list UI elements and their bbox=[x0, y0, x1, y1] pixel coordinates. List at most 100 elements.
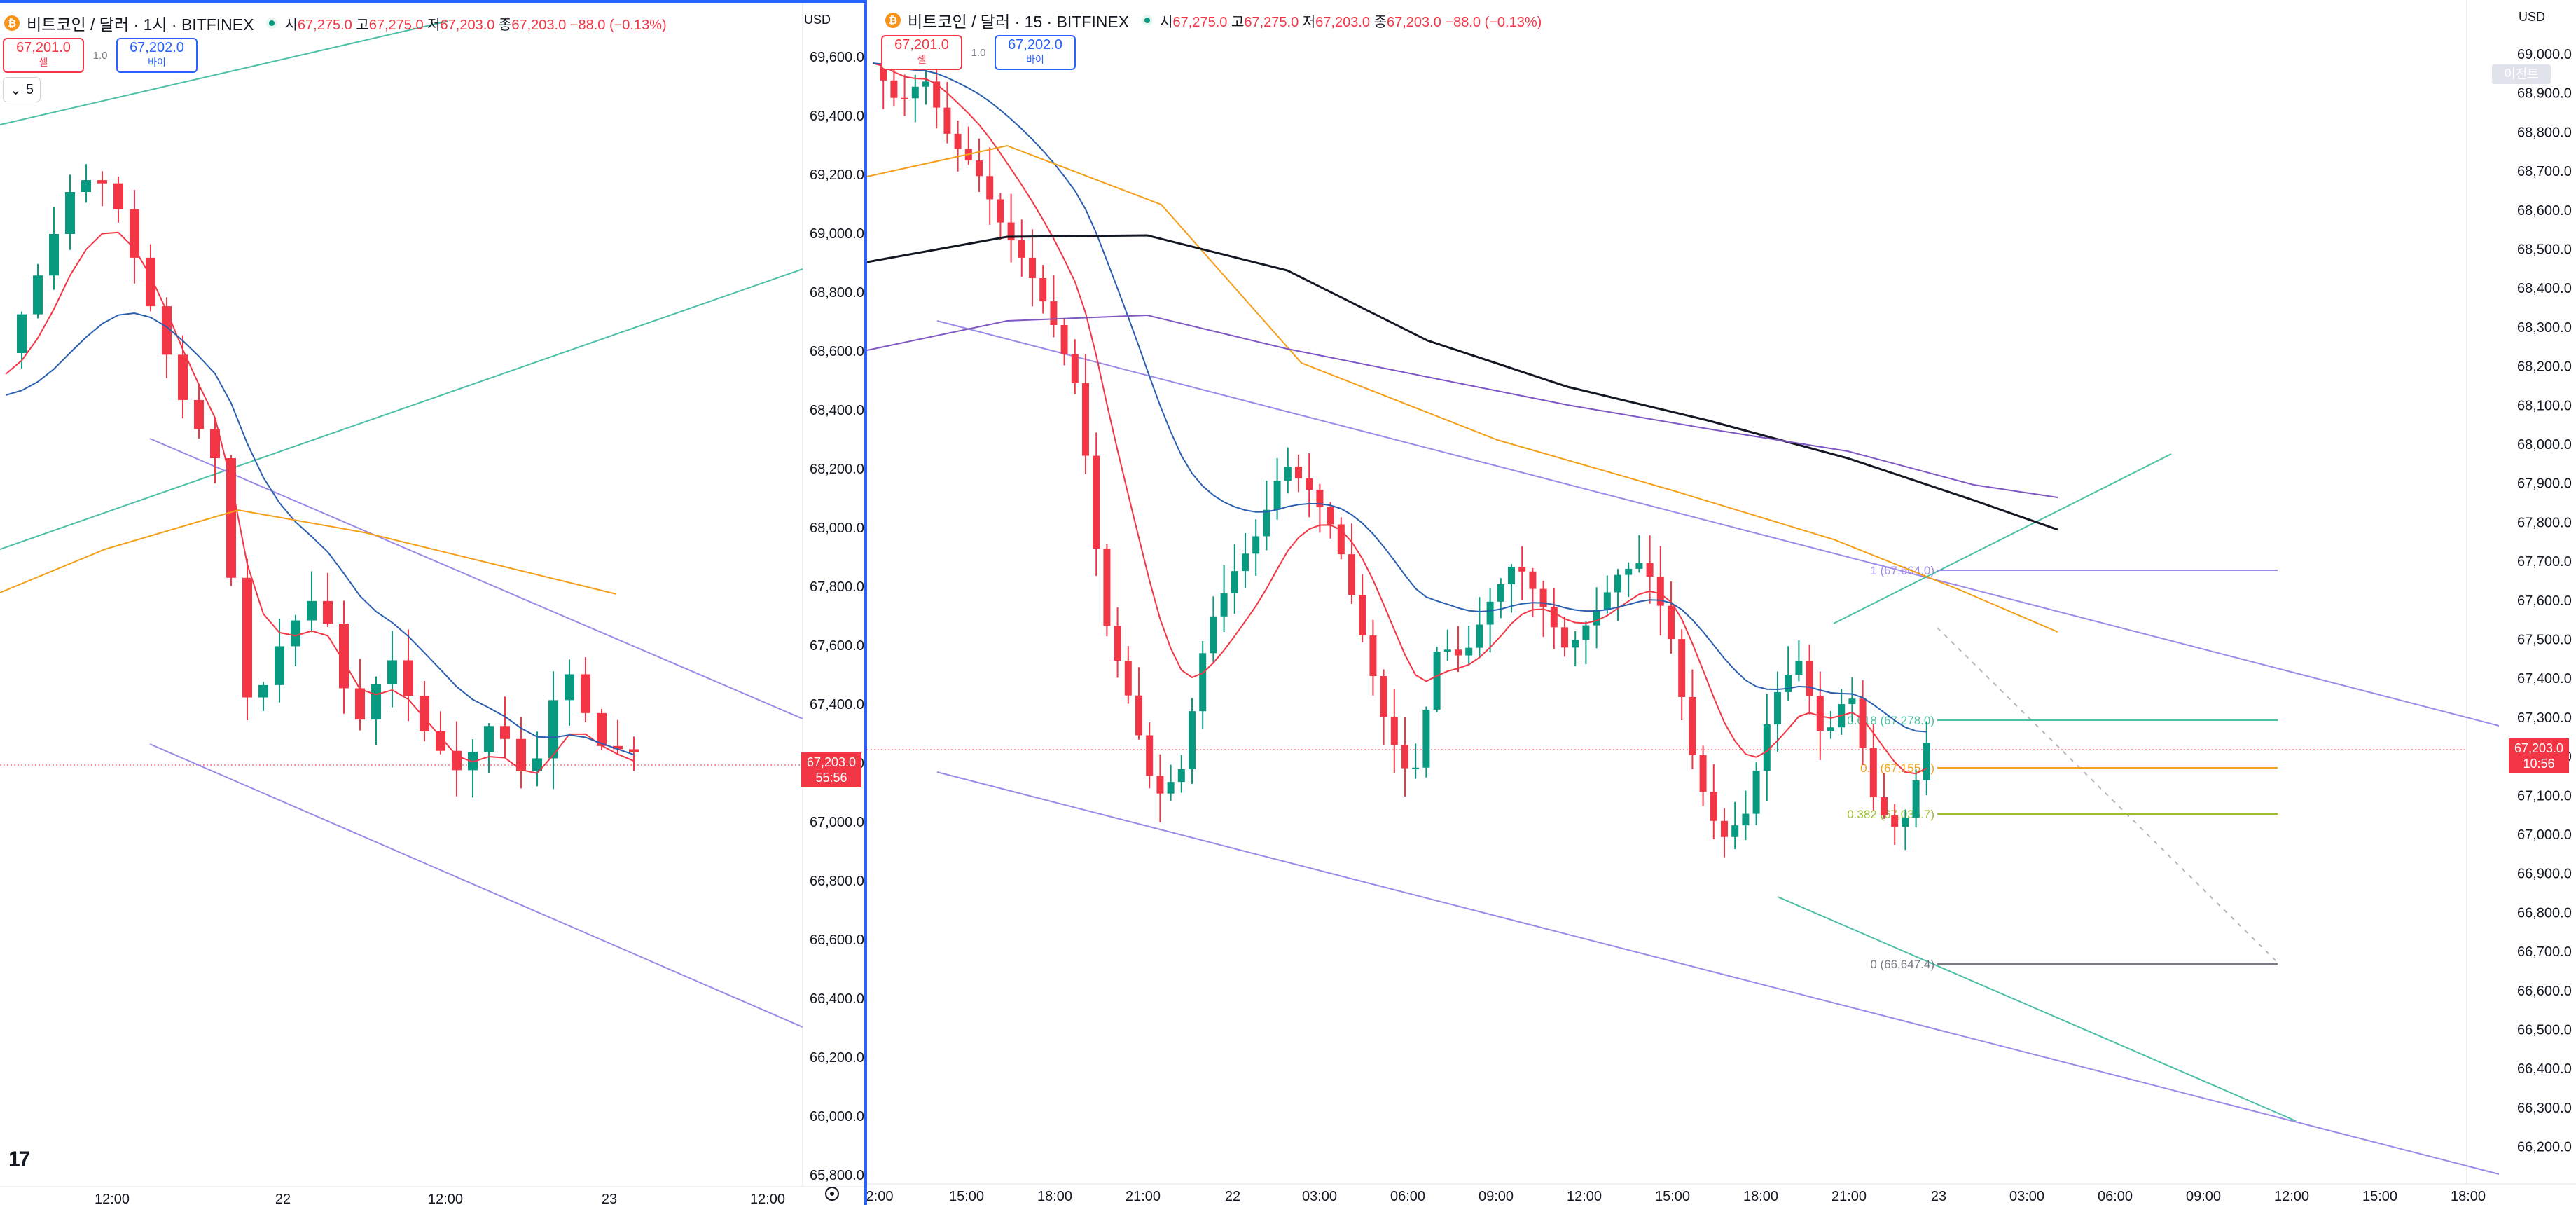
time-axis-label: 15:00 bbox=[2362, 1189, 2397, 1204]
candle-body bbox=[1273, 481, 1281, 510]
channel-line-lower bbox=[936, 771, 2500, 1175]
candle-body bbox=[97, 180, 107, 184]
sell-button[interactable]: 67,201.0 셀 bbox=[3, 38, 84, 73]
symbol-title[interactable]: 비트코인 / 달러 · 1시 · BITFINEX bbox=[27, 15, 254, 34]
candle-body bbox=[1443, 649, 1451, 652]
candle-body bbox=[1518, 567, 1526, 572]
candle-body bbox=[1827, 727, 1834, 731]
fib-level-label: 0.618 (67,278.0) bbox=[1847, 714, 1934, 727]
time-axis-label: 18:00 bbox=[2451, 1189, 2486, 1204]
time-axis-label: 12:00 bbox=[750, 1192, 785, 1205]
last-price-badge: 67,203.0 10:56 bbox=[2509, 738, 2569, 773]
candle-body bbox=[1635, 563, 1643, 569]
time-axis-label: 18:00 bbox=[1037, 1189, 1072, 1204]
candle-body bbox=[548, 700, 558, 759]
candle-body bbox=[1508, 567, 1515, 584]
buy-button[interactable]: 67,202.0 바이 bbox=[995, 35, 1076, 70]
candle-body bbox=[130, 209, 139, 258]
candle-body bbox=[1486, 601, 1494, 625]
price-axis-label: 66,600.0 bbox=[810, 932, 864, 948]
channel-line-upper bbox=[149, 438, 803, 719]
currency-button[interactable]: USD bbox=[2519, 10, 2546, 24]
candle-body bbox=[420, 696, 429, 731]
candle-body bbox=[65, 192, 75, 234]
candle-body bbox=[1401, 745, 1408, 769]
price-axis-label: 68,600.0 bbox=[810, 344, 864, 359]
price-axis-label: 66,500.0 bbox=[2517, 1023, 2572, 1038]
chart-pane-1h[interactable]: 69,600.0 69,400.0 69,200.0 69,000.0 68,800.0… bbox=[0, 0, 864, 1205]
candle-body bbox=[1412, 767, 1420, 769]
candle-body bbox=[1124, 661, 1132, 696]
trade-buttons: 67,201.0 셀 1.0 67,202.0 바이 bbox=[3, 38, 198, 73]
price-chart-15m[interactable]: 69,000.0 68,900.0 68,800.0 68,700.0 68,600.0… bbox=[867, 0, 2576, 1205]
price-axis-label: 69,000.0 bbox=[810, 226, 864, 242]
candle-body bbox=[597, 712, 607, 746]
fib-level-label: 0.382 (67,036.7) bbox=[1847, 808, 1934, 821]
time-axis-label: 03:00 bbox=[2009, 1189, 2044, 1204]
candle-body bbox=[1529, 571, 1537, 589]
candle-body bbox=[387, 660, 397, 684]
price-axis-label: 66,000.0 bbox=[810, 1109, 864, 1124]
candle-body bbox=[17, 314, 27, 353]
candle-body bbox=[1561, 627, 1568, 648]
candle-body bbox=[1306, 478, 1313, 490]
sell-button[interactable]: 67,201.0 셀 bbox=[881, 35, 962, 70]
pane-divider[interactable] bbox=[864, 0, 867, 1205]
time-axis-label: 23 bbox=[1931, 1189, 1946, 1204]
close-value: 67,203.0 bbox=[511, 17, 567, 33]
candle-body bbox=[911, 86, 919, 99]
candle-body bbox=[1902, 818, 1909, 827]
open-value: 67,275.0 bbox=[1172, 14, 1228, 30]
candle-body bbox=[1881, 797, 1888, 815]
price-axis-label: 68,400.0 bbox=[2517, 281, 2572, 296]
market-open-icon bbox=[266, 18, 278, 29]
time-axis-label: 12:00 bbox=[428, 1192, 463, 1205]
candle-body bbox=[997, 199, 1004, 223]
candle-body bbox=[1177, 769, 1185, 783]
candle-body bbox=[1497, 584, 1504, 602]
ohlc-values: 시67,275.0 고67,275.0 저67,203.0 종67,203.0 … bbox=[284, 17, 667, 33]
candle-body bbox=[1614, 574, 1621, 593]
indicator-collapse-button[interactable]: ⌄ 5 bbox=[3, 77, 41, 102]
low-value: 67,203.0 bbox=[1315, 14, 1371, 30]
buy-button[interactable]: 67,202.0 바이 bbox=[116, 38, 198, 73]
candle-body bbox=[1699, 755, 1707, 792]
candle-body bbox=[33, 275, 43, 315]
candle-body bbox=[210, 429, 220, 458]
candle-body bbox=[1029, 257, 1036, 278]
market-open-icon bbox=[1142, 15, 1154, 26]
price-axis-label: 69,600.0 bbox=[810, 50, 864, 65]
candle-body bbox=[1210, 616, 1217, 654]
price-axis-label: 67,800.0 bbox=[2517, 515, 2572, 530]
ema-line-slow bbox=[867, 144, 2058, 633]
candle-body bbox=[1071, 354, 1079, 383]
channel-line-upper bbox=[936, 320, 2500, 727]
candle-body bbox=[516, 738, 526, 771]
chart-pane-15m[interactable]: 69,000.0 68,900.0 68,800.0 68,700.0 68,600.0… bbox=[867, 0, 2576, 1205]
candle-body bbox=[339, 624, 349, 689]
fib-trend-line bbox=[1833, 453, 2172, 624]
price-axis-label: 68,200.0 bbox=[2517, 359, 2572, 375]
candle-body bbox=[355, 688, 365, 720]
goto-realtime-icon[interactable] bbox=[825, 1187, 839, 1201]
tradingview-logo[interactable]: 17 bbox=[8, 1148, 30, 1171]
candle-body bbox=[1422, 709, 1430, 768]
symbol-title[interactable]: 비트코인 / 달러 · 15 · BITFINEX bbox=[908, 13, 1130, 31]
price-axis-label: 67,900.0 bbox=[2517, 476, 2572, 492]
channel-line-lower bbox=[149, 743, 803, 1028]
price-axis-label: 66,800.0 bbox=[810, 874, 864, 889]
candle-body bbox=[1859, 698, 1867, 748]
candle-body bbox=[1869, 748, 1877, 797]
candle-body bbox=[1742, 813, 1750, 826]
currency-button[interactable]: USD bbox=[804, 13, 831, 27]
candle-body bbox=[1284, 467, 1292, 481]
candle-body bbox=[1455, 649, 1462, 656]
candle-body bbox=[565, 674, 574, 701]
candle-body bbox=[1763, 724, 1771, 771]
candle-body bbox=[1476, 624, 1483, 648]
price-chart-1h[interactable]: 69,600.0 69,400.0 69,200.0 69,000.0 68,800.0… bbox=[0, 3, 864, 1205]
candle-body bbox=[1816, 696, 1824, 731]
candle-body bbox=[1582, 625, 1590, 640]
candle-body bbox=[1689, 696, 1696, 755]
candle-body bbox=[146, 257, 155, 307]
